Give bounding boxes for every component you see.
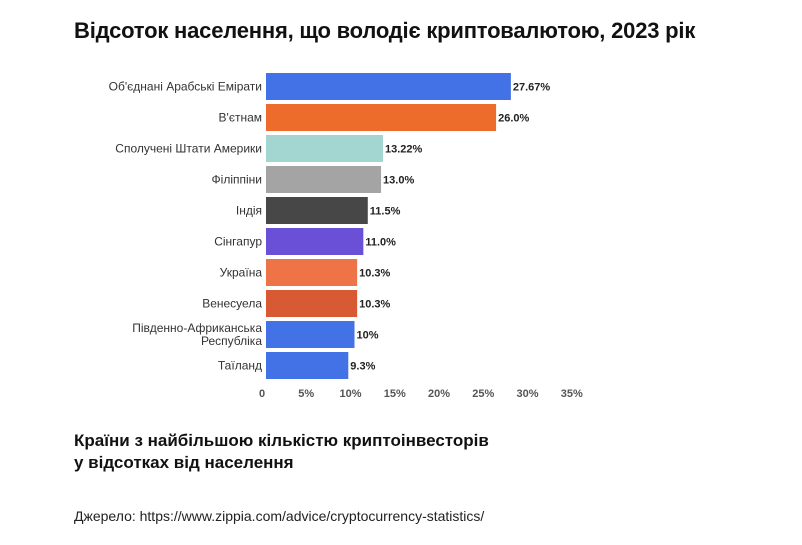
category-label: Венесуела xyxy=(202,297,262,311)
value-label: 10.3% xyxy=(359,268,390,280)
category-label: Сінгапур xyxy=(214,235,262,249)
bar-chart: Об'єднані Арабські Емірати 27.67% В'єтнам 2… xyxy=(109,73,583,400)
value-label: 10% xyxy=(357,330,379,342)
x-tick-label: 25% xyxy=(472,388,494,400)
category-label: Сполучені Штати Америки xyxy=(115,142,262,156)
value-label: 10.3% xyxy=(359,299,390,311)
category-label: Південно-Африканська Республіка xyxy=(132,321,262,348)
category-label: Філіппіни xyxy=(212,173,262,187)
bar xyxy=(266,259,358,286)
value-label: 13.22% xyxy=(385,144,423,156)
category-label: Індія xyxy=(236,204,262,218)
bar xyxy=(266,197,368,224)
x-tick-label: 35% xyxy=(561,388,583,400)
bar xyxy=(266,352,349,379)
x-tick-label: 5% xyxy=(298,388,314,400)
category-label: В'єтнам xyxy=(219,111,262,125)
source-note: Джерело: https://www.zippia.com/advice/c… xyxy=(74,508,485,524)
bar xyxy=(266,228,364,255)
chart-subtitle: Країни з найбільшою кількістю криптоінве… xyxy=(74,431,489,472)
bar xyxy=(266,135,383,162)
x-tick-label: 15% xyxy=(384,388,406,400)
bar xyxy=(266,73,511,100)
value-label: 26.0% xyxy=(498,113,529,125)
x-tick-label: 10% xyxy=(339,388,361,400)
x-tick-label: 20% xyxy=(428,388,450,400)
category-label: Об'єднані Арабські Емірати xyxy=(109,80,262,94)
x-tick-label: 0 xyxy=(259,388,265,400)
category-label: Україна xyxy=(220,266,263,280)
value-label: 11.0% xyxy=(365,237,396,249)
bar xyxy=(266,321,355,348)
value-label: 9.3% xyxy=(350,361,375,373)
category-label: Таїланд xyxy=(218,359,262,373)
bar xyxy=(266,290,358,317)
bar xyxy=(266,166,382,193)
x-tick-label: 30% xyxy=(516,388,538,400)
value-label: 27.67% xyxy=(513,82,551,94)
chart-title: Відсоток населення, що володіє криптовал… xyxy=(74,18,696,43)
value-label: 11.5% xyxy=(370,206,401,218)
bar xyxy=(266,104,497,131)
value-label: 13.0% xyxy=(383,175,414,187)
